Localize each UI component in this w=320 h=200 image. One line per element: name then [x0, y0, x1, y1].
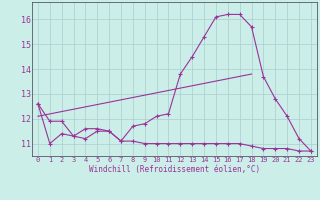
X-axis label: Windchill (Refroidissement éolien,°C): Windchill (Refroidissement éolien,°C) [89, 165, 260, 174]
